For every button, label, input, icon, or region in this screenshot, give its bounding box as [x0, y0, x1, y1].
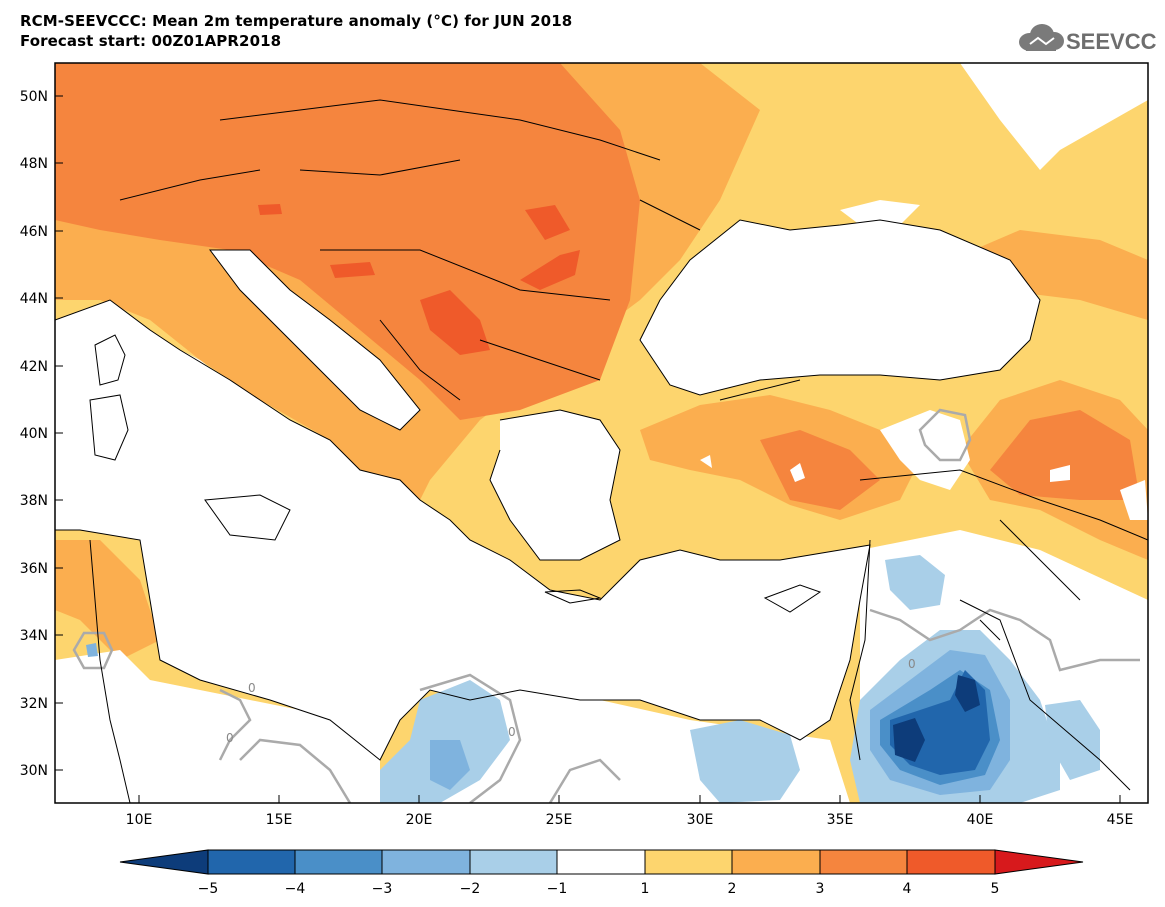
cloud-icon	[1019, 24, 1064, 51]
colorbar-segment	[207, 849, 296, 875]
colorbar-segment	[644, 849, 733, 875]
upper-east-white	[960, 63, 1148, 170]
anatolia-white-spot	[880, 410, 970, 490]
lat-label: 48N	[20, 156, 48, 172]
anomaly-band-minus1-minus2-iraq	[1045, 700, 1100, 780]
sea-of-azov	[840, 200, 920, 225]
lat-label: 38N	[20, 493, 48, 509]
forecast-start-subtitle: Forecast start: 00Z01APR2018	[20, 32, 282, 50]
lon-label: 20E	[406, 812, 433, 828]
colorbar-segment	[381, 849, 471, 875]
anomaly-spot-tunisia	[86, 643, 98, 657]
logo-text: SEEVCCC	[1066, 29, 1156, 54]
lat-label: 30N	[20, 763, 48, 779]
anomaly-band-4-5-romania	[520, 205, 580, 290]
colorbar-tick-label: −2	[460, 881, 481, 897]
anomaly-band-minus1-minus2-egypt	[690, 720, 800, 803]
zero-contour-levant	[869, 608, 1140, 672]
anomaly-band-4-5-balkans	[420, 290, 490, 355]
lat-label: 46N	[20, 224, 48, 240]
colorbar-segment	[119, 849, 209, 875]
anomaly-band-4-5-alps	[258, 204, 282, 215]
colorbar-segment	[906, 849, 996, 875]
lat-label: 36N	[20, 561, 48, 577]
longitude-labels: 10E 15E 20E 25E 30E 35E 40E 45E	[126, 812, 1134, 828]
colorbar-tick-label: −5	[198, 881, 219, 897]
anomaly-core-below-minus5-b	[955, 675, 980, 712]
lat-label: 44N	[20, 291, 48, 307]
anomaly-band-4-5-croatia	[330, 262, 375, 278]
colorbar-tick-label: 3	[816, 881, 825, 897]
colorbar-tick-label: −1	[547, 881, 568, 897]
adriatic-sea	[210, 250, 420, 430]
colorbar-segment	[994, 849, 1084, 875]
black-sea	[640, 220, 1040, 395]
lon-label: 45E	[1107, 812, 1134, 828]
axis-ticks	[55, 95, 1121, 803]
zero-contour-west	[239, 738, 352, 803]
lon-label: 15E	[266, 812, 293, 828]
zero-contour-egypt	[548, 758, 621, 803]
tyrrhenian-sea	[130, 330, 320, 480]
anomaly-band-minus2-minus3	[430, 740, 470, 790]
anomaly-band-3-4	[55, 63, 640, 420]
lat-label: 50N	[20, 89, 48, 105]
anomaly-band-minus1-minus2-syria	[885, 555, 945, 610]
coastlines-and-borders	[55, 99, 1148, 803]
lon-label: 40E	[967, 812, 994, 828]
map-title: RCM-SEEVCCC: Mean 2m temperature anomaly…	[20, 12, 573, 30]
colorbar-segment	[819, 849, 908, 875]
aegean-sea	[490, 410, 620, 560]
contour-label: 0	[508, 725, 516, 739]
colorbar-segment	[294, 849, 383, 875]
colorbar-legend	[119, 849, 1084, 875]
colorbar-segment	[731, 849, 821, 875]
colorbar-segment	[556, 849, 646, 875]
colorbar-tick-label: −3	[372, 881, 393, 897]
anomaly-band-3-4-anatolia	[760, 430, 880, 510]
anomaly-band-2-3-tunisia	[55, 540, 160, 660]
lat-label: 34N	[20, 628, 48, 644]
west-white-area	[55, 650, 380, 803]
lat-label: 32N	[20, 696, 48, 712]
contour-label: 0	[226, 731, 234, 745]
contour-label: 0	[908, 657, 916, 671]
lat-label: 42N	[20, 359, 48, 375]
anomaly-band-2-3-russia	[950, 230, 1148, 320]
seevccc-logo: SEEVCCC	[1019, 24, 1156, 54]
colorbar-tick-label: 5	[991, 881, 1000, 897]
lon-label: 25E	[546, 812, 573, 828]
lat-label: 40N	[20, 426, 48, 442]
colorbar-tick-label: 4	[903, 881, 912, 897]
zero-contour-libya	[218, 673, 522, 803]
anomaly-core-below-minus5-a	[893, 718, 925, 762]
colorbar-tick-labels: −5 −4 −3 −2 −1 1 2 3 4 5	[198, 881, 1000, 897]
anomaly-band-3-4-east	[990, 410, 1140, 500]
colorbar-tick-label: −4	[285, 881, 306, 897]
zero-contour-tunisia	[72, 631, 114, 670]
lon-label: 10E	[126, 812, 153, 828]
colorbar-tick-label: 2	[728, 881, 737, 897]
lon-label: 30E	[687, 812, 714, 828]
latitude-labels: 50N 48N 46N 44N 42N 40N 38N 36N 34N 32N …	[20, 89, 48, 779]
colorbar-segment	[469, 849, 558, 875]
zero-contour-anatolia	[918, 408, 972, 462]
map-plot-area: 0 0 0 0	[55, 63, 1148, 803]
lon-label: 35E	[827, 812, 854, 828]
contour-label: 0	[248, 681, 256, 695]
colorbar-tick-label: 1	[641, 881, 650, 897]
